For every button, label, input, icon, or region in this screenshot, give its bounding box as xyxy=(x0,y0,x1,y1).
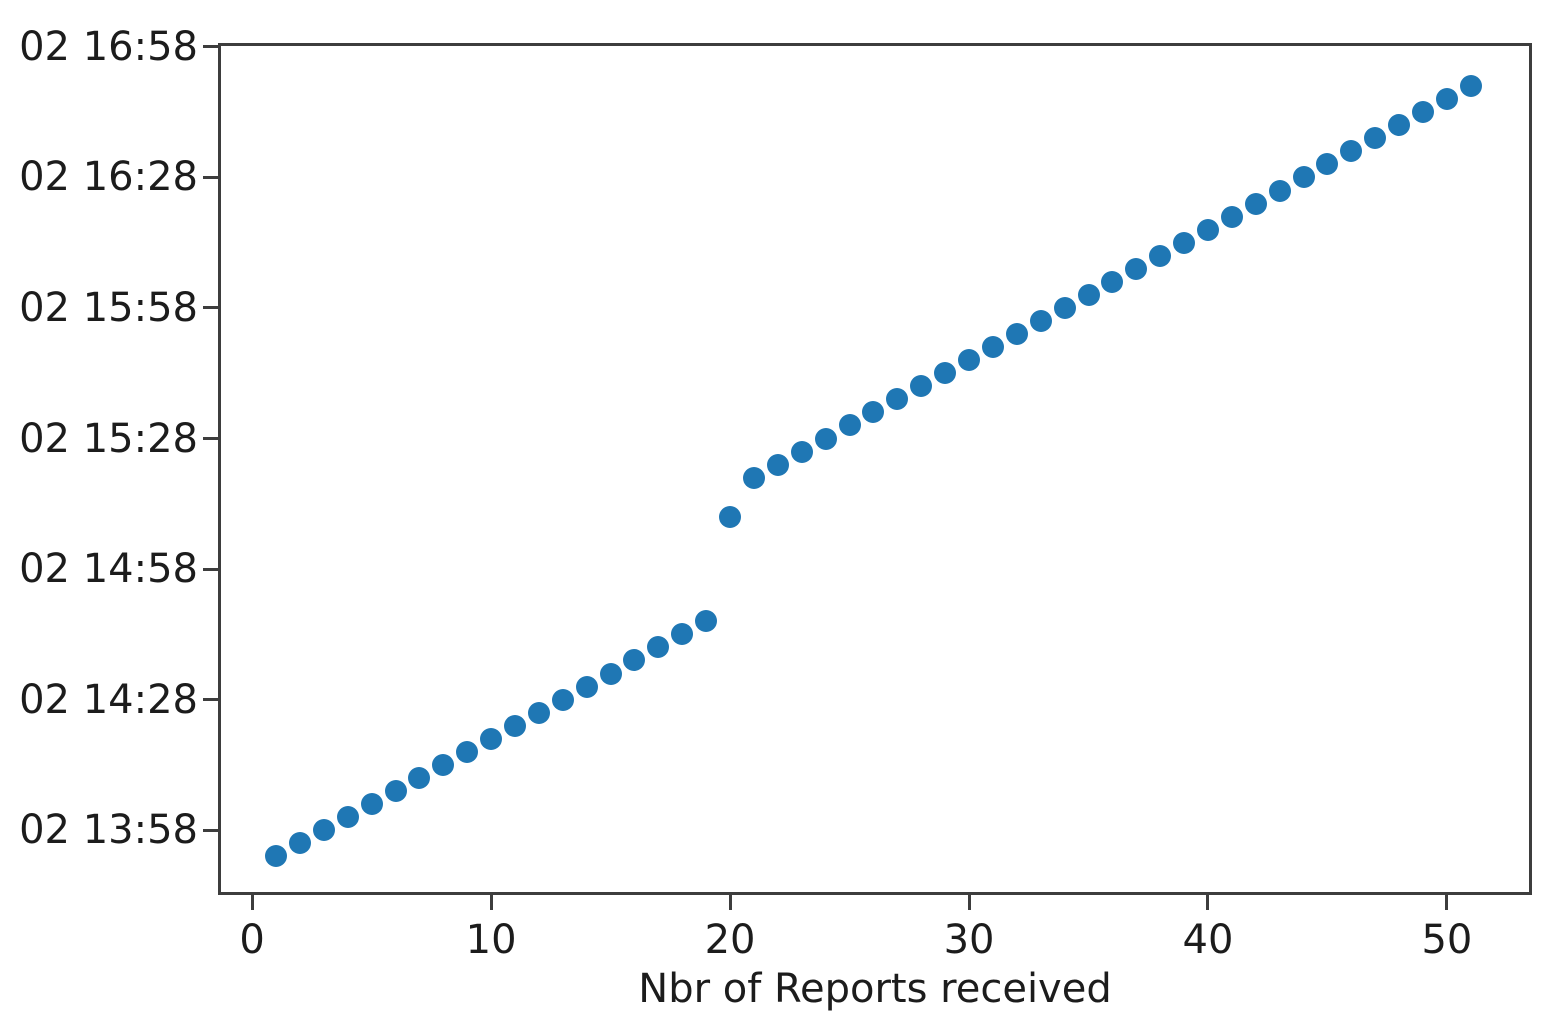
x-tick-label: 20 xyxy=(704,917,756,963)
data-point xyxy=(1077,283,1100,306)
x-axis-title: Nbr of Reports received xyxy=(638,966,1112,1012)
x-tick-label: 50 xyxy=(1421,917,1473,963)
x-tick-label: 30 xyxy=(943,917,995,963)
data-point xyxy=(504,714,527,737)
data-point xyxy=(408,766,431,789)
data-point xyxy=(1412,101,1435,124)
data-point xyxy=(527,701,550,724)
y-tick-label: 02 14:58 xyxy=(19,546,198,593)
data-point xyxy=(1435,88,1458,111)
data-point xyxy=(1459,75,1482,98)
data-point xyxy=(1029,310,1052,333)
y-tick-mark xyxy=(203,828,218,832)
data-point xyxy=(1220,205,1243,228)
data-point xyxy=(1268,179,1291,202)
y-tick-mark xyxy=(203,306,218,310)
data-point xyxy=(432,753,455,776)
data-point xyxy=(1388,114,1411,137)
y-tick-mark xyxy=(203,567,218,571)
x-tick-label: 0 xyxy=(239,917,265,963)
data-point xyxy=(1149,244,1172,267)
x-tick-mark xyxy=(1445,895,1449,910)
data-point xyxy=(1125,257,1148,280)
x-tick-mark xyxy=(250,895,254,910)
data-point xyxy=(265,845,288,868)
data-point xyxy=(766,453,789,476)
data-point xyxy=(480,727,503,750)
x-tick-label: 10 xyxy=(465,917,517,963)
data-point xyxy=(958,349,981,372)
data-point xyxy=(1340,140,1363,163)
data-point xyxy=(288,832,311,855)
data-point xyxy=(719,505,742,528)
y-tick-label: 02 16:58 xyxy=(19,23,198,70)
data-point xyxy=(599,662,622,685)
data-point xyxy=(1292,166,1315,189)
data-point xyxy=(695,610,718,633)
data-point xyxy=(1244,192,1267,215)
y-tick-mark xyxy=(203,175,218,179)
x-tick-mark xyxy=(728,895,732,910)
data-point xyxy=(1173,231,1196,254)
data-point xyxy=(838,414,861,437)
data-point xyxy=(814,427,837,450)
x-tick-mark xyxy=(967,895,971,910)
data-point xyxy=(862,401,885,424)
x-tick-mark xyxy=(1206,895,1210,910)
data-point xyxy=(886,388,909,411)
y-tick-mark xyxy=(203,45,218,49)
y-tick-mark xyxy=(203,698,218,702)
data-point xyxy=(742,466,765,489)
data-point xyxy=(1196,218,1219,241)
data-point xyxy=(1101,270,1124,293)
y-tick-label: 02 15:58 xyxy=(19,284,198,331)
data-point xyxy=(456,740,479,763)
y-tick-label: 02 14:28 xyxy=(19,676,198,723)
data-point xyxy=(575,675,598,698)
y-tick-label: 02 13:58 xyxy=(19,807,198,854)
data-point xyxy=(910,375,933,398)
data-point xyxy=(1364,127,1387,150)
data-point xyxy=(336,806,359,829)
data-point xyxy=(1053,296,1076,319)
data-point xyxy=(312,819,335,842)
data-point xyxy=(1005,323,1028,346)
data-point xyxy=(981,336,1004,359)
data-point xyxy=(360,793,383,816)
data-point xyxy=(647,636,670,659)
y-tick-mark xyxy=(203,437,218,441)
plot-area xyxy=(218,43,1532,895)
data-point xyxy=(1316,153,1339,176)
data-point xyxy=(551,688,574,711)
data-point xyxy=(384,780,407,802)
data-point xyxy=(623,649,646,672)
y-tick-label: 02 16:28 xyxy=(19,154,198,201)
data-point xyxy=(790,440,813,463)
y-tick-label: 02 15:28 xyxy=(19,415,198,462)
x-tick-label: 40 xyxy=(1182,917,1234,963)
data-point xyxy=(934,362,957,385)
x-tick-mark xyxy=(489,895,493,910)
data-point xyxy=(671,623,694,646)
